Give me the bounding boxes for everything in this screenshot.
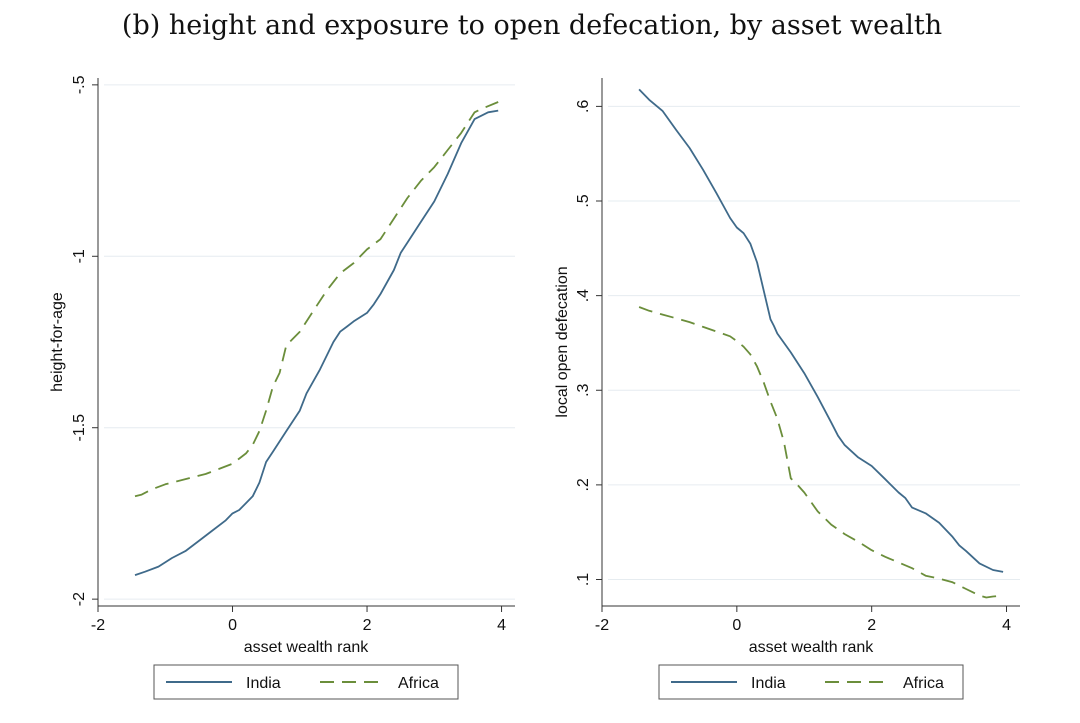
series-line-india bbox=[134, 109, 499, 576]
y-tick-label: .4 bbox=[575, 289, 592, 302]
legend: India Africa bbox=[153, 664, 459, 700]
y-tick-label: -1.5 bbox=[71, 414, 88, 442]
axes bbox=[92, 78, 515, 612]
legend-label-india: India bbox=[246, 675, 281, 692]
grid-lines bbox=[104, 84, 515, 600]
x-axis-label: asset wealth rank bbox=[244, 639, 370, 656]
y-axis-label: local open defecation bbox=[554, 266, 571, 417]
y-tick-label: .6 bbox=[575, 100, 592, 113]
figure-title: (b) height and exposure to open defecati… bbox=[122, 10, 942, 41]
series-line-africa bbox=[638, 306, 1004, 599]
y-tick-label: .3 bbox=[575, 383, 592, 396]
legend-label-africa: Africa bbox=[903, 675, 944, 692]
x-tick-label: 2 bbox=[867, 617, 876, 634]
x-axis-label: asset wealth rank bbox=[749, 639, 875, 656]
y-tick-label: .5 bbox=[575, 194, 592, 207]
y-tick-label: -.5 bbox=[71, 75, 88, 94]
x-tick-label: 0 bbox=[228, 617, 237, 634]
legend-label-africa: Africa bbox=[398, 675, 439, 692]
y-tick-label: .2 bbox=[575, 478, 592, 491]
y-tick-label: .1 bbox=[575, 573, 592, 586]
x-tick-label: 0 bbox=[732, 617, 741, 634]
tick-labels: .1 .2 .3 .4 .5 .6 -2 0 2 4 bbox=[575, 100, 1011, 634]
series-line-india bbox=[638, 88, 1004, 573]
axes bbox=[596, 78, 1020, 612]
chart-height-for-age: -2 -1.5 -1 -.5 -2 0 2 4 asset wealth rank heigh… bbox=[49, 75, 515, 700]
y-tick-label: -1 bbox=[71, 249, 88, 263]
legend: India Africa bbox=[658, 664, 964, 700]
series-lines bbox=[134, 101, 499, 576]
series-line-africa bbox=[134, 101, 499, 498]
y-tick-label: -2 bbox=[71, 592, 88, 606]
x-tick-label: 2 bbox=[363, 617, 372, 634]
chart-open-defecation: .1 .2 .3 .4 .5 .6 -2 0 2 4 asset wealth rank loca… bbox=[554, 78, 1020, 700]
series-lines bbox=[638, 88, 1004, 599]
x-tick-label: 4 bbox=[1002, 617, 1011, 634]
x-tick-label: 4 bbox=[497, 617, 506, 634]
y-axis-label: height-for-age bbox=[49, 292, 66, 392]
grid-lines bbox=[608, 105, 1020, 581]
x-tick-label: -2 bbox=[595, 617, 609, 634]
x-tick-label: -2 bbox=[91, 617, 105, 634]
legend-label-india: India bbox=[751, 675, 786, 692]
tick-labels: -2 -1.5 -1 -.5 -2 0 2 4 bbox=[71, 75, 506, 634]
